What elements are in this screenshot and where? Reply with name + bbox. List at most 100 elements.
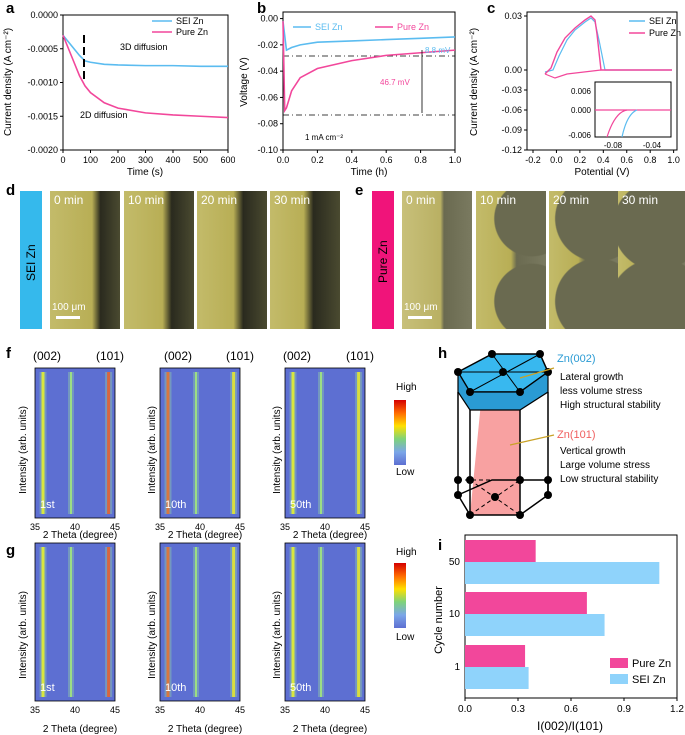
chart-i-xtick: 0.3 <box>511 704 525 715</box>
chart-i-ytick: 50 <box>449 557 461 568</box>
xrd-f-cycle: 1st <box>40 499 55 511</box>
chart-b-ytick: 0.00 <box>260 14 278 24</box>
xrd-f-streak <box>357 372 361 514</box>
xrd-g-xlabel-1: 2 Theta (degree) <box>43 724 117 735</box>
xrd-g-xtick: 35 <box>30 705 40 715</box>
xrd-f-map-2 <box>160 368 240 518</box>
xrd-g-xtick: 45 <box>360 705 370 715</box>
xrd-g-xtick: 45 <box>235 705 245 715</box>
chart-c-legend-sei: SEI Zn <box>649 16 677 26</box>
micro-e-1-time: 10 min <box>480 193 517 207</box>
micro-e-scale: 100 μm <box>404 302 438 313</box>
chart-a-ylabel: Current density (A cm⁻²) <box>3 28 14 136</box>
xrd-f-peak-2: (101) <box>96 349 124 363</box>
xrd-f-xtick: 40 <box>320 522 330 532</box>
chart-c-xlabel: Potential (V) <box>574 167 629 178</box>
panel-f-label: f <box>6 345 11 362</box>
xrd-g-streak <box>195 547 197 697</box>
xrd-g-streak <box>320 547 322 697</box>
xrd-f-ylabel-3: Intensity (arb. units) <box>272 406 283 494</box>
chart-i-bar-sei <box>465 562 660 584</box>
micro-e-3: 30 min <box>618 191 685 329</box>
crystal-zn002: Zn(002) <box>557 353 596 365</box>
xrd-f-peak-5: (002) <box>283 349 311 363</box>
chart-b-ytick: -0.04 <box>257 66 278 76</box>
xrd-f-xtick: 45 <box>235 522 245 532</box>
crystal-zn101-line2: Large volume stress <box>560 460 650 471</box>
xrd-f-streak <box>41 372 45 514</box>
chart-b-ytick: -0.10 <box>257 145 278 155</box>
chart-b-xlabel: Time (h) <box>351 167 388 178</box>
xrd-f-xtick: 35 <box>280 522 290 532</box>
panel-a: a 0.0000 -0.0005 -0.0010 -0.0015 -0.0020 0 100… <box>0 0 236 180</box>
chart-c-xtick: 0.8 <box>644 155 657 165</box>
xrd-f-streak <box>166 372 170 514</box>
xrd-f-colorbar <box>394 400 406 465</box>
panel-e-tagbar: Pure Zn <box>372 191 394 329</box>
chart-i-xtick: 0.0 <box>458 704 472 715</box>
xrd-g-high: High <box>396 547 417 558</box>
chart-c-xtick: 1.0 <box>667 155 680 165</box>
panel-i-label: i <box>438 537 443 554</box>
chart-i: 0.0 0.3 0.6 0.9 1.2 1 10 50 Pure Zn SEI Zn Cycl… <box>433 534 684 733</box>
xrd-g-cycle: 10th <box>165 682 186 694</box>
xrd-g-map-2 <box>160 543 240 701</box>
xrd-f-low: Low <box>396 467 415 478</box>
chart-a-xtick: 0 <box>60 155 65 165</box>
chart-b-ann-88: 8.8 mV <box>425 46 451 55</box>
xrd-f-streak <box>232 372 236 514</box>
xrd-f-xtick: 35 <box>30 522 40 532</box>
chart-b-series-pure <box>282 21 456 114</box>
xrd-f-ylabel-2: Intensity (arb. units) <box>147 406 158 494</box>
chart-a-series-pure <box>62 34 229 119</box>
chart-c-inset-ytick-2: 0.000 <box>571 106 592 115</box>
xrd-g-map-3 <box>285 543 365 701</box>
xrd-f-xlabel-2: 2 Theta (degree) <box>168 530 242 540</box>
chart-c-ytick: 0.00 <box>504 65 522 75</box>
xrd-g-xtick: 35 <box>280 705 290 715</box>
xrd-g: Intensity (arb. units) Intensity (arb. u… <box>18 542 417 735</box>
chart-a-legend-sei: SEI Zn <box>176 16 204 26</box>
xrd-g-xtick: 40 <box>195 705 205 715</box>
chart-c-ytick: -0.06 <box>501 105 522 115</box>
xrd-f-streak <box>195 372 197 514</box>
chart-c-xtick: -0.2 <box>525 155 541 165</box>
chart-i-xtick: 1.2 <box>670 704 684 715</box>
panel-c: c 0.00 -0.03 -0.06 -0.09 -0.12 0.03 -0.2 0.0 0.2… <box>467 0 685 180</box>
chart-b-xtick: 0.4 <box>346 155 359 165</box>
chart-b-legend-pure: Pure Zn <box>397 22 429 32</box>
chart-b-xtick: 0.8 <box>414 155 427 165</box>
xrd-f-streak <box>70 372 72 514</box>
chart-a-ytick: -0.0020 <box>27 145 58 155</box>
crystal-zn002-line3: High structural stability <box>560 400 661 411</box>
panel-b: b 0.00 -0.02 -0.04 -0.06 -0.08 -0.10 0.0 0.2 0.4… <box>235 0 467 180</box>
chart-i-ytick: 1 <box>454 662 460 673</box>
xrd-f-peak-6: (101) <box>346 349 374 363</box>
crystal-zn002-line1: Lateral growth <box>560 372 623 383</box>
xrd-g-cycle: 1st <box>40 682 55 694</box>
xrd-g-streak <box>107 547 111 697</box>
micro-e-0: 0 min 100 μm <box>402 191 472 329</box>
chart-i-ytick: 10 <box>449 609 461 620</box>
xrd-g-xlabel-2: 2 Theta (degree) <box>168 724 242 735</box>
chart-b-xtick: 0.2 <box>311 155 324 165</box>
chart-b-ann-467: 46.7 mV <box>380 78 410 87</box>
chart-a-xtick: 100 <box>83 155 98 165</box>
chart-b-series-sei <box>282 21 456 52</box>
panel-d-tagbar: SEI Zn <box>20 191 42 329</box>
xrd-f-xlabel-3: 2 Theta (degree) <box>293 530 367 540</box>
chart-c-ytick: 0.03 <box>504 11 522 21</box>
chart-a-series-sei <box>62 34 228 68</box>
chart-i-legend-pure: Pure Zn <box>632 658 671 670</box>
chart-a-xtick: 600 <box>220 155 235 165</box>
panel-g-label: g <box>6 542 16 559</box>
xrd-g-streak <box>166 547 170 697</box>
xrd-g-ylabel-3: Intensity (arb. units) <box>272 591 283 679</box>
chart-a-ann-3d: 3D diffusion <box>120 42 167 52</box>
xrd-g-xtick: 45 <box>110 705 120 715</box>
chart-a-ytick: -0.0005 <box>27 44 58 54</box>
chart-c-xtick: 0.6 <box>620 155 633 165</box>
micro-e-2: 20 min <box>549 191 619 329</box>
chart-i-xtick: 0.6 <box>564 704 578 715</box>
